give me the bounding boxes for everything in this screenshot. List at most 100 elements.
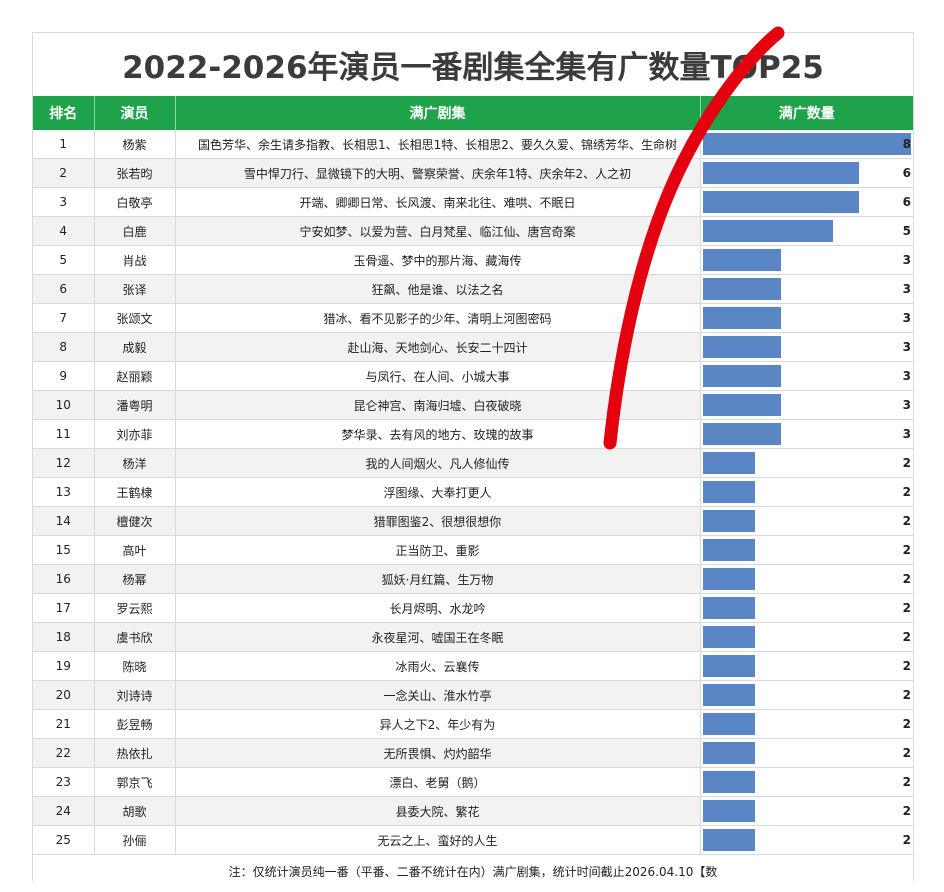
dramas-cell: 无所畏惧、灼灼韶华 [175,738,701,768]
count-value: 2 [902,659,911,673]
count-bar [702,365,781,387]
rank-cell: 16 [33,564,95,594]
count-cell: 2 [700,825,913,855]
actor-cell: 罗云熙 [94,593,176,623]
actor-cell: 刘亦菲 [94,419,176,449]
header-actor: 演员 [94,96,176,130]
count-cell: 2 [700,535,913,565]
table-body: 1 杨紫 国色芳华、余生请多指教、长相思1、长相思1特、长相思2、要久久爱、锦绣芳华… [33,130,913,855]
count-cell: 5 [700,216,913,246]
dramas-cell: 雪中悍刀行、显微镜下的大明、警察荣誉、庆余年1特、庆余年2、人之初 [175,158,701,188]
actor-cell: 彭昱畅 [94,709,176,739]
count-cell: 3 [700,361,913,391]
count-value: 3 [902,340,911,354]
count-bar [702,452,755,474]
count-value: 2 [902,717,911,731]
dramas-cell: 正当防卫、重影 [175,535,701,565]
count-value: 3 [902,282,911,296]
ranking-table: 排名 演员 满广剧集 满广数量 1 杨紫 国色芳华、余生请多指教、长相思1、长相思1… [33,96,913,855]
count-value: 2 [902,572,911,586]
table-row: 17 罗云熙 长月烬明、水龙吟 2 [33,593,913,623]
table-row: 25 孙俪 无云之上、蛮好的人生 2 [33,825,913,855]
count-bar [702,336,781,358]
rank-cell: 18 [33,622,95,652]
actor-cell: 热依扎 [94,738,176,768]
count-cell: 2 [700,593,913,623]
table-row: 10 潘粤明 昆仑神宫、南海归墟、白夜破晓 3 [33,390,913,420]
count-cell: 6 [700,187,913,217]
count-cell: 3 [700,274,913,304]
count-value: 2 [902,514,911,528]
rank-cell: 23 [33,767,95,797]
count-value: 3 [902,369,911,383]
dramas-cell: 长月烬明、水龙吟 [175,593,701,623]
rank-cell: 14 [33,506,95,536]
count-bar [702,684,755,706]
count-bar [702,249,781,271]
dramas-cell: 县委大院、繁花 [175,796,701,826]
rank-cell: 11 [33,419,95,449]
count-bar [702,771,755,793]
rank-cell: 15 [33,535,95,565]
count-bar [702,481,755,503]
count-bar [702,220,833,242]
actor-cell: 杨幂 [94,564,176,594]
dramas-cell: 漂白、老舅（鹅） [175,767,701,797]
count-cell: 6 [700,158,913,188]
count-bar [702,191,859,213]
rank-cell: 20 [33,680,95,710]
actor-cell: 潘粤明 [94,390,176,420]
count-value: 3 [902,311,911,325]
dramas-cell: 异人之下2、年少有为 [175,709,701,739]
actor-cell: 胡歌 [94,796,176,826]
table-row: 6 张译 狂飙、他是谁、以法之名 3 [33,274,913,304]
table-row: 18 虞书欣 永夜星河、嘘国王在冬眠 2 [33,622,913,652]
rank-cell: 7 [33,303,95,333]
dramas-cell: 开端、卿卿日常、长风渡、南来北往、难哄、不眠日 [175,187,701,217]
actor-cell: 杨洋 [94,448,176,478]
header-dramas: 满广剧集 [175,96,701,130]
actor-cell: 肖战 [94,245,176,275]
dramas-cell: 宁安如梦、以爱为营、白月梵星、临江仙、唐宫奇案 [175,216,701,246]
count-bar [702,713,755,735]
count-value: 2 [902,485,911,499]
count-bar [702,278,781,300]
count-cell: 2 [700,506,913,536]
table-row: 23 郭京飞 漂白、老舅（鹅） 2 [33,767,913,797]
rank-cell: 12 [33,448,95,478]
rank-cell: 1 [33,130,95,159]
dramas-cell: 狂飙、他是谁、以法之名 [175,274,701,304]
dramas-cell: 永夜星河、嘘国王在冬眠 [175,622,701,652]
page-title: 2022-2026年演员一番剧集全集有广数量TOP25 [122,49,824,86]
count-value: 6 [902,195,911,209]
actor-cell: 虞书欣 [94,622,176,652]
count-bar [702,568,755,590]
count-bar [702,655,755,677]
count-cell: 2 [700,709,913,739]
dramas-cell: 浮图缘、大奉打更人 [175,477,701,507]
count-bar [702,162,859,184]
count-bar [702,800,755,822]
count-value: 3 [902,427,911,441]
count-value: 3 [902,253,911,267]
count-cell: 2 [700,738,913,768]
table-row: 5 肖战 玉骨遥、梦中的那片海、藏海传 3 [33,245,913,275]
count-bar [702,829,755,851]
rank-cell: 21 [33,709,95,739]
table-row: 21 彭昱畅 异人之下2、年少有为 2 [33,709,913,739]
count-cell: 2 [700,448,913,478]
count-value: 2 [902,630,911,644]
count-bar [702,597,755,619]
dramas-cell: 与凤行、在人间、小城大事 [175,361,701,391]
count-cell: 3 [700,332,913,362]
actor-cell: 张若昀 [94,158,176,188]
table-row: 9 赵丽颖 与凤行、在人间、小城大事 3 [33,361,913,391]
count-value: 2 [902,543,911,557]
table-row: 20 刘诗诗 一念关山、淮水竹亭 2 [33,680,913,710]
count-cell: 2 [700,564,913,594]
table-row: 4 白鹿 宁安如梦、以爱为营、白月梵星、临江仙、唐宫奇案 5 [33,216,913,246]
count-value: 2 [902,804,911,818]
table-row: 11 刘亦菲 梦华录、去有风的地方、玫瑰的故事 3 [33,419,913,449]
actor-cell: 白鹿 [94,216,176,246]
actor-cell: 杨紫 [94,130,176,159]
